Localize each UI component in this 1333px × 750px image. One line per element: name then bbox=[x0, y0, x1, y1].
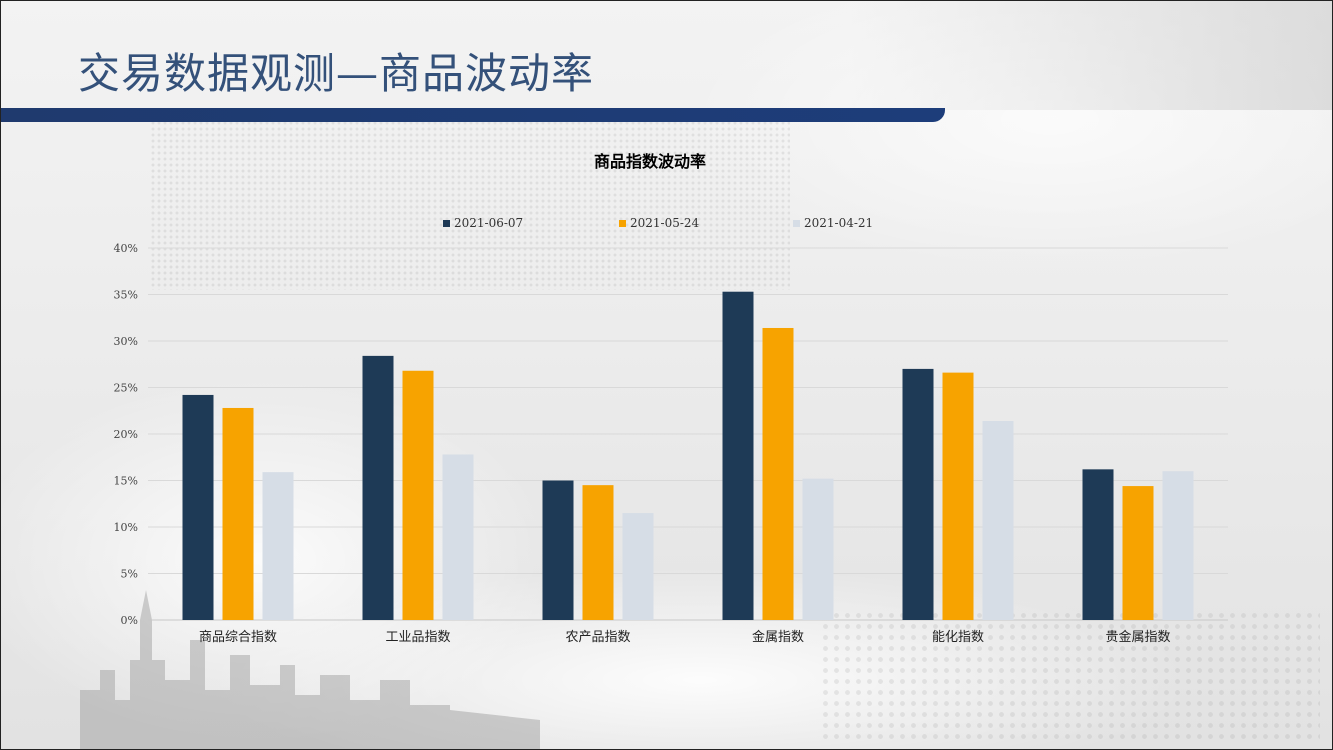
bar bbox=[542, 480, 574, 620]
chart-legend: 2021-06-07 2021-05-24 2021-04-21 bbox=[0, 216, 1333, 236]
bar bbox=[442, 454, 474, 620]
bar bbox=[942, 372, 974, 620]
bar bbox=[902, 368, 934, 620]
y-tick-label: 15% bbox=[114, 475, 138, 488]
page-title: 交易数据观测—商品波动率 bbox=[78, 49, 595, 98]
y-tick-label: 30% bbox=[114, 335, 138, 348]
x-category-label: 贵金属指数 bbox=[1105, 629, 1170, 645]
y-tick-label: 20% bbox=[114, 428, 138, 441]
legend-swatch-series-1 bbox=[443, 219, 450, 227]
legend-item-series-2: 2021-05-24 bbox=[619, 216, 699, 230]
y-tick-label: 25% bbox=[114, 382, 138, 395]
bar bbox=[262, 472, 294, 620]
city-skyline-graphic bbox=[80, 590, 540, 750]
x-category-label: 工业品指数 bbox=[385, 630, 450, 645]
y-tick-label: 40% bbox=[114, 242, 138, 255]
x-category-label: 金属指数 bbox=[752, 629, 804, 645]
header-bar bbox=[0, 108, 945, 122]
bar bbox=[362, 355, 394, 620]
bar bbox=[762, 327, 794, 620]
header-shade bbox=[850, 0, 1333, 110]
bar bbox=[1122, 486, 1154, 620]
bar bbox=[1082, 469, 1114, 620]
y-tick-label: 0% bbox=[121, 614, 138, 627]
legend-item-series-1: 2021-06-07 bbox=[443, 216, 523, 230]
bar bbox=[802, 478, 834, 620]
legend-swatch-series-2 bbox=[619, 219, 626, 227]
bar bbox=[722, 291, 754, 620]
bar bbox=[182, 394, 214, 620]
x-category-label: 农产品指数 bbox=[565, 630, 630, 645]
y-tick-label: 35% bbox=[114, 289, 138, 302]
x-category-label: 商品综合指数 bbox=[199, 630, 277, 645]
world-map-dots bbox=[150, 120, 790, 290]
chart-title: 商品指数波动率 bbox=[593, 152, 706, 171]
legend-label-series-2: 2021-05-24 bbox=[630, 216, 700, 230]
y-tick-label: 5% bbox=[121, 568, 138, 581]
bar bbox=[402, 370, 434, 620]
decorative-dots bbox=[820, 610, 1320, 740]
y-tick-label: 10% bbox=[114, 521, 138, 534]
x-category-label: 能化指数 bbox=[932, 630, 984, 645]
bar bbox=[582, 485, 614, 620]
bar bbox=[1162, 471, 1194, 620]
legend-label-series-3: 2021-04-21 bbox=[804, 216, 874, 230]
legend-item-series-3: 2021-04-21 bbox=[793, 216, 873, 230]
bar bbox=[622, 513, 654, 620]
legend-swatch-series-3 bbox=[793, 219, 800, 227]
bar bbox=[222, 407, 254, 620]
legend-label-series-1: 2021-06-07 bbox=[454, 216, 524, 230]
bar bbox=[982, 420, 1014, 620]
